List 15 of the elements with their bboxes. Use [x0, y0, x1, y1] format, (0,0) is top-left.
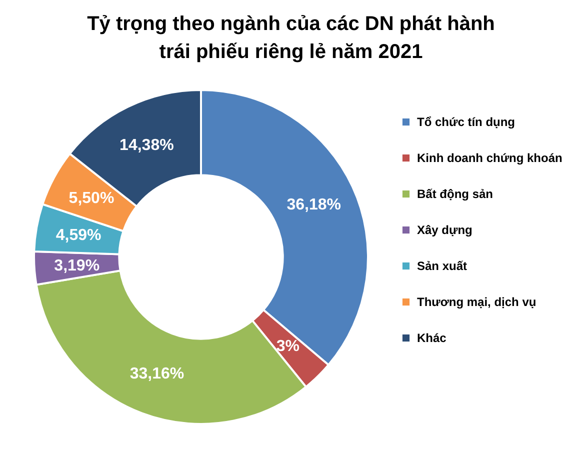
- data-label: 36,18%: [286, 196, 342, 214]
- data-label: 14,38%: [120, 137, 174, 154]
- data-label: 33,16%: [130, 365, 184, 382]
- legend-label: Sản xuất: [417, 259, 468, 273]
- data-label: 5,50%: [68, 190, 114, 207]
- legend-label: Xây dựng: [417, 223, 472, 237]
- legend-label: Bất động sản: [417, 187, 494, 201]
- data-label: 4,59%: [56, 227, 102, 244]
- legend-label: Thương mại, dịch vụ: [417, 295, 536, 309]
- legend-label: Kinh doanh chứng khoán: [417, 151, 562, 165]
- chart-title: Tỷ trọng theo ngành của các DN phát hành trái phiếu riêng lẻ năm 2021: [87, 13, 495, 63]
- legend-label: Khác: [417, 331, 447, 345]
- data-label: 3%: [276, 338, 300, 355]
- data-label: 3,19%: [54, 257, 100, 274]
- legend-label: Tổ chức tín dụng: [417, 115, 516, 129]
